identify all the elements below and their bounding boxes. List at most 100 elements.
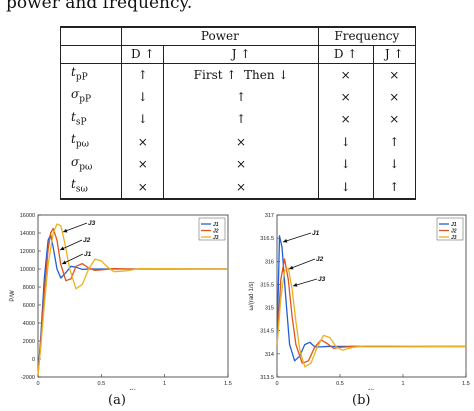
table-row: tsP ↓ ↑ × × [59,108,417,132]
annotation-arrowhead [60,246,65,251]
table-corner-cell [59,45,123,64]
row-label: tpP [59,63,123,87]
y-tick-label: 14000 [20,231,35,237]
x-tick-label: 0.5 [98,381,106,387]
table-row: tpω × × ↓ ↑ [59,131,417,154]
table-cell: × [372,108,417,132]
x-tick-label: 1 [401,381,404,387]
table-cell: × [121,131,165,154]
annotation-arrow [62,222,88,233]
table-cell: × [372,86,417,109]
sub-header-frequency-d: D ↑ [317,45,374,64]
table-corner-cell [59,26,123,46]
annotation-arrowhead [293,282,298,287]
series-line-j3 [276,267,467,368]
y-tick-label: 316.5 [260,236,274,242]
y-tick-label: 317 [265,213,274,219]
y-tick-label: 0 [32,357,35,363]
x-tick-label: 0 [275,381,278,387]
annotation-arrowhead [283,238,288,243]
y-tick-label: 6000 [23,303,35,309]
y-tick-label: 313.5 [260,375,274,381]
series-line-j1 [37,234,228,376]
annotation-label: J2 [83,237,91,244]
annotation-arrow [292,278,318,287]
y-tick-label: 314.5 [260,329,274,335]
x-tick-label: 0.5 [336,381,344,387]
y-tick-label: 315.5 [260,282,274,288]
table-cell: ↑ [163,86,319,109]
legend-label: J3 [213,235,219,241]
y-tick-label: 8000 [23,285,35,291]
sub-header-power-j: J ↑ [163,45,319,64]
table-cell: × [163,131,319,154]
table-cell: ↓ [372,153,417,176]
table-cell: ↓ [317,153,374,176]
chart-power: -2000 0 2000 4000 6000 8000 10000 12000 14000 160… [10,213,232,390]
plot-area [276,214,467,378]
y-axis-label: ω/(rad·1/s) [249,281,255,310]
y-tick-label: 10000 [20,267,35,273]
table-cell: ↓ [317,175,374,201]
table-cell: × [121,175,165,201]
sub-header-frequency-j: J ↑ [372,45,417,64]
group-header-frequency: Frequency [317,26,417,46]
row-label: σpP [59,86,123,109]
comparison-table: Power Frequency D ↑ J ↑ D ↑ J ↑ tpP ↑ Fi… [59,26,417,201]
y-tick-label: 314 [265,352,274,358]
row-label: tsP [59,108,123,132]
annotation-arrow [288,258,316,270]
y-axis-label: P/W [10,290,16,302]
y-tick-label: 12000 [20,249,35,255]
table-cell: ↓ [121,86,165,109]
annotation-arrowhead [62,260,67,265]
chart-frequency: 313.5 314 314.5 315 315.5 316 316.5 317 0 0.5 1 1.5… [249,213,470,390]
y-tick-label: -2000 [21,375,35,381]
annotation-arrowhead [63,228,68,233]
table-cell: × [317,108,374,132]
legend-label: J2 [213,229,219,235]
annotation-label: J2 [316,256,324,263]
table-cell: × [163,153,319,176]
x-axis-label: t/s [368,389,374,390]
row-label: σpω [59,153,123,176]
caption-a: (a) [108,393,126,408]
table-cell: ↑ [372,175,417,201]
series-line-j2 [37,227,228,376]
table-row: tsω × × ↓ ↑ [59,175,417,201]
table-cell: × [317,63,374,87]
caption-b: (b) [352,393,371,408]
table-cell: ↓ [121,108,165,132]
annotation-label: J1 [84,251,92,258]
legend-label: J3 [451,235,457,241]
legend-label: J1 [451,222,457,228]
x-tick-label: 1.5 [462,381,470,387]
series-line-j1 [276,235,466,362]
table-cell: × [372,63,417,87]
legend-label: J2 [451,229,457,235]
table-cell: First ↑ Then ↓ [163,63,319,87]
y-tick-label: 16000 [20,213,35,219]
y-tick-label: 4000 [23,321,35,327]
plot-area [37,214,229,378]
annotation-label: J3 [318,276,326,283]
table-group-header-row: Power Frequency [59,26,417,46]
table-row: tpP ↑ First ↑ Then ↓ × × [59,63,417,87]
y-tick-label: 2000 [23,339,35,345]
table-cell: × [121,153,165,176]
group-header-power: Power [121,26,319,46]
table-sub-header-row: D ↑ J ↑ D ↑ J ↑ [59,45,417,64]
row-label: tsω [59,175,123,201]
annotation-label: J3 [88,220,96,227]
x-axis-label: t/s [130,389,136,390]
annotation-arrow [282,232,312,243]
y-tick-label: 315 [265,306,274,312]
table-cell: × [163,175,319,201]
table-cell: × [317,86,374,109]
intro-text: power and frequency. [6,0,193,13]
table-cell: ↑ [163,108,319,132]
y-tick-label: 316 [265,259,274,265]
x-tick-label: 1 [163,381,166,387]
annotation-arrow [59,239,83,251]
sub-header-power-d: D ↑ [121,45,165,64]
